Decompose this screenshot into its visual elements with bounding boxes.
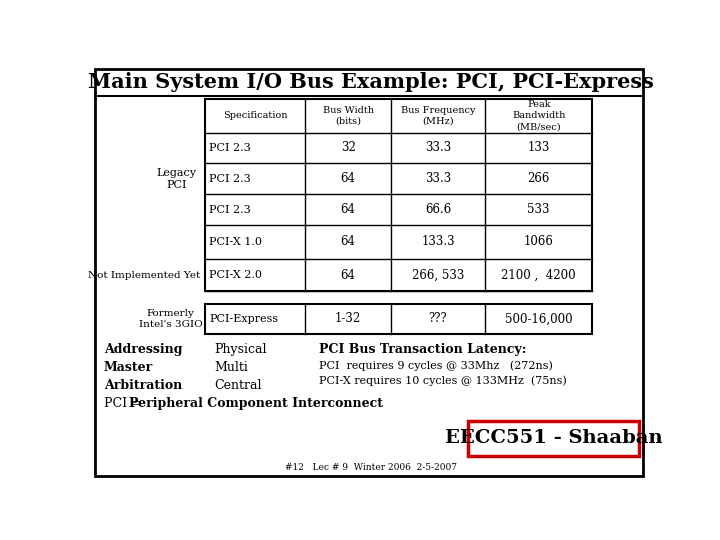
Text: Not Implemented Yet: Not Implemented Yet bbox=[88, 271, 200, 280]
Text: PCI  requires 9 cycles @ 33Mhz   (272ns): PCI requires 9 cycles @ 33Mhz (272ns) bbox=[319, 361, 552, 371]
Text: Bus Width
(bits): Bus Width (bits) bbox=[323, 106, 374, 126]
Bar bbox=[468, 421, 639, 456]
Text: EECC551 - Shaaban: EECC551 - Shaaban bbox=[445, 429, 662, 447]
Text: #12   Lec # 9  Winter 2006  2-5-2007: #12 Lec # 9 Winter 2006 2-5-2007 bbox=[284, 463, 456, 472]
Text: PCI-Express: PCI-Express bbox=[210, 314, 279, 324]
Text: PCI 2.3: PCI 2.3 bbox=[210, 143, 251, 153]
Text: 32: 32 bbox=[341, 141, 356, 154]
Text: PCI =: PCI = bbox=[104, 397, 145, 410]
Text: Bus Frequency
(MHz): Bus Frequency (MHz) bbox=[401, 106, 475, 126]
Bar bbox=[204, 303, 593, 334]
Text: Peak
Bandwidth
(MB/sec): Peak Bandwidth (MB/sec) bbox=[512, 100, 565, 131]
Text: PCI 2.3: PCI 2.3 bbox=[210, 174, 251, 184]
Text: Specification: Specification bbox=[222, 111, 287, 120]
Text: 64: 64 bbox=[341, 235, 356, 248]
Text: PCI Bus Transaction Latency:: PCI Bus Transaction Latency: bbox=[319, 343, 526, 356]
Text: Formerly
Intel's 3GIO: Formerly Intel's 3GIO bbox=[139, 309, 202, 329]
Text: Addressing: Addressing bbox=[104, 343, 182, 356]
Text: PCI-X requires 10 cycles @ 133MHz  (75ns): PCI-X requires 10 cycles @ 133MHz (75ns) bbox=[319, 375, 567, 386]
Text: Master: Master bbox=[104, 361, 153, 374]
Text: Peripheral Component Interconnect: Peripheral Component Interconnect bbox=[129, 397, 383, 410]
Text: Central: Central bbox=[214, 379, 261, 392]
Text: 2100 ,  4200: 2100 , 4200 bbox=[501, 268, 576, 281]
Text: 64: 64 bbox=[341, 268, 356, 281]
Text: Arbitration: Arbitration bbox=[104, 379, 182, 392]
Text: 133.3: 133.3 bbox=[421, 235, 455, 248]
Text: 33.3: 33.3 bbox=[425, 172, 451, 185]
Text: 1066: 1066 bbox=[523, 235, 554, 248]
Bar bbox=[204, 99, 593, 291]
Text: 64: 64 bbox=[341, 172, 356, 185]
Text: PCI-X 2.0: PCI-X 2.0 bbox=[210, 270, 262, 280]
Text: 33.3: 33.3 bbox=[425, 141, 451, 154]
Text: 133: 133 bbox=[528, 141, 550, 154]
Text: ???: ??? bbox=[428, 313, 447, 326]
Text: 266, 533: 266, 533 bbox=[412, 268, 464, 281]
Text: Multi: Multi bbox=[214, 361, 248, 374]
Text: 266: 266 bbox=[528, 172, 550, 185]
Text: 500-16,000: 500-16,000 bbox=[505, 313, 572, 326]
Text: 533: 533 bbox=[528, 203, 550, 216]
Text: Main System I/O Bus Example: PCI, PCI-Express: Main System I/O Bus Example: PCI, PCI-Ex… bbox=[88, 72, 654, 92]
Text: Legacy
PCI: Legacy PCI bbox=[157, 168, 197, 190]
Text: 66.6: 66.6 bbox=[425, 203, 451, 216]
Text: Physical: Physical bbox=[214, 343, 266, 356]
Text: PCI-X 1.0: PCI-X 1.0 bbox=[210, 237, 262, 247]
Text: PCI 2.3: PCI 2.3 bbox=[210, 205, 251, 214]
Text: 64: 64 bbox=[341, 203, 356, 216]
Text: 1-32: 1-32 bbox=[335, 313, 361, 326]
